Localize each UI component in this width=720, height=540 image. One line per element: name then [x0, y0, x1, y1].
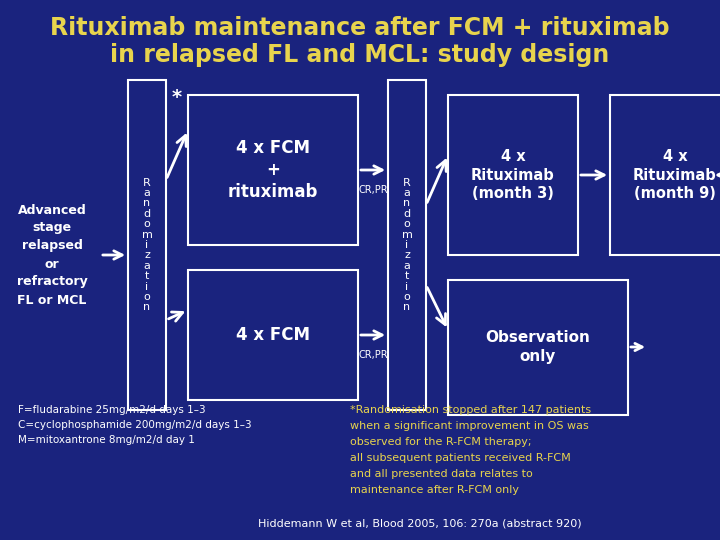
Text: R
a
n
d
o
m
i
z
a
t
i
o
n: R a n d o m i z a t i o n — [402, 178, 413, 313]
Text: *: * — [172, 88, 182, 107]
FancyBboxPatch shape — [448, 95, 578, 255]
Text: 4 x FCM: 4 x FCM — [236, 326, 310, 344]
Text: R
a
n
d
o
m
i
z
a
t
i
o
n: R a n d o m i z a t i o n — [142, 178, 153, 313]
Text: Hiddemann W et al, Blood 2005, 106: 270a (abstract 920): Hiddemann W et al, Blood 2005, 106: 270a… — [258, 518, 582, 528]
FancyBboxPatch shape — [610, 95, 720, 255]
Text: all subsequent patients received R-FCM: all subsequent patients received R-FCM — [350, 453, 571, 463]
Text: M=mitoxantrone 8mg/m2/d day 1: M=mitoxantrone 8mg/m2/d day 1 — [18, 435, 195, 445]
FancyBboxPatch shape — [188, 270, 358, 400]
Text: F=fludarabine 25mg/m2/d days 1–3: F=fludarabine 25mg/m2/d days 1–3 — [18, 405, 206, 415]
FancyBboxPatch shape — [388, 80, 426, 410]
Text: CR,PR: CR,PR — [358, 185, 388, 195]
Text: Observation
only: Observation only — [485, 330, 590, 364]
Text: Advanced
stage
relapsed
or
refractory
FL or MCL: Advanced stage relapsed or refractory FL… — [17, 204, 87, 307]
Text: 4 x FCM
+
rituximab: 4 x FCM + rituximab — [228, 139, 318, 201]
Text: maintenance after R-FCM only: maintenance after R-FCM only — [350, 485, 519, 495]
Text: C=cyclophosphamide 200mg/m2/d days 1–3: C=cyclophosphamide 200mg/m2/d days 1–3 — [18, 420, 251, 430]
Text: and all presented data relates to: and all presented data relates to — [350, 469, 533, 479]
FancyBboxPatch shape — [128, 80, 166, 410]
Text: 4 x
Rituximab
(month 3): 4 x Rituximab (month 3) — [471, 149, 555, 201]
Text: CR,PR: CR,PR — [358, 350, 388, 360]
Text: when a significant improvement in OS was: when a significant improvement in OS was — [350, 421, 589, 431]
Text: observed for the R-FCM therapy;: observed for the R-FCM therapy; — [350, 437, 531, 447]
Text: *Randomisation stopped after 147 patients: *Randomisation stopped after 147 patient… — [350, 405, 591, 415]
Text: 4 x
Rituximab
(month 9): 4 x Rituximab (month 9) — [633, 149, 717, 201]
FancyBboxPatch shape — [448, 280, 628, 415]
Text: Rituximab maintenance after FCM + rituximab: Rituximab maintenance after FCM + rituxi… — [50, 16, 670, 40]
FancyBboxPatch shape — [188, 95, 358, 245]
Text: in relapsed FL and MCL: study design: in relapsed FL and MCL: study design — [110, 43, 610, 67]
